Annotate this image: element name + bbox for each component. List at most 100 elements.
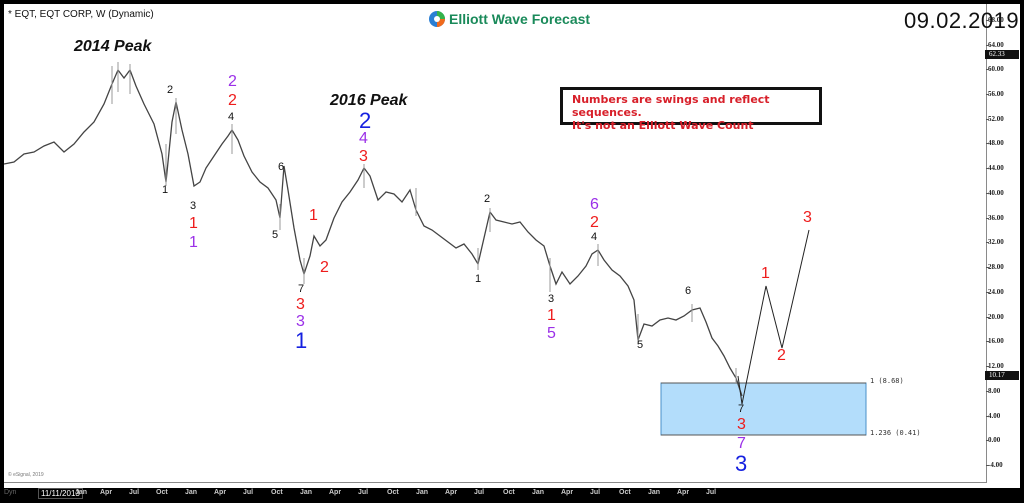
swing-label: 5 [272, 229, 279, 241]
peak-2014-label: 2014 Peak [74, 38, 152, 55]
time-axis[interactable]: Dyn 11/11/2013 Jan Apr Jul Oct Jan Apr J… [0, 486, 1024, 503]
swing-label: 6 [278, 161, 285, 173]
y-tick: 44.00 [986, 164, 1004, 172]
x-tick: Apr [214, 489, 227, 496]
x-tick: Apr [329, 489, 342, 496]
note-line-1: Numbers are swings and reflect sequences… [572, 93, 770, 119]
plot-area[interactable]: * EQT, EQT CORP, W (Dynamic) 2014 Peak 2… [4, 4, 1019, 483]
y-tick: 0.00 [985, 436, 1001, 444]
y-tick: 24.00 [986, 288, 1004, 296]
swing-label: 3 [359, 148, 368, 165]
swing-label: 7 [738, 403, 745, 415]
swing-label: 1 [295, 328, 308, 353]
y-tick: 56.00 [986, 90, 1004, 98]
swing-label: 2 [167, 84, 174, 96]
swing-label: 1 [309, 207, 318, 224]
x-tick: Apr [445, 489, 458, 496]
swing-label: 1 [547, 307, 556, 324]
chart-date: 09.02.2019 [904, 8, 1020, 33]
y-tick: 60.00 [986, 65, 1004, 73]
x-tick: Apr [100, 489, 113, 496]
x-tick: Oct [503, 489, 515, 496]
swing-label: 3 [735, 451, 748, 476]
y-tick: 52.00 [986, 115, 1004, 123]
note-line-2: It's not an Elliott Wave Count [572, 119, 754, 132]
swing-label: 4 [228, 111, 235, 123]
price-chart [4, 62, 867, 436]
y-tick: 4.00 [985, 412, 1001, 420]
fib-label-1236: 1.236 (0.41) [870, 429, 921, 437]
price-axis[interactable]: 68.00 64.00 62.33 60.00 56.00 52.00 48.0… [985, 4, 1020, 482]
projection-path [737, 229, 810, 405]
x-tick: Jan [532, 489, 545, 496]
y-tick: 68.00 [986, 16, 1004, 24]
y-tick: -4.00 [986, 461, 1003, 469]
x-tick: Jan [648, 489, 661, 496]
cursor-date: 11/11/2013 [38, 488, 83, 499]
swing-label: 1 [162, 184, 169, 196]
swing-label: 2 [228, 92, 237, 109]
swing-label: 1 [189, 215, 198, 232]
y-tick: 32.00 [986, 238, 1004, 246]
y-tick: 48.00 [986, 139, 1004, 147]
high-price-marker: 62.33 [985, 50, 1019, 59]
last-price-marker: 10.17 [985, 371, 1019, 380]
brand-logo: Elliott Wave Forecast [428, 10, 590, 28]
swing-label: 7 [298, 283, 305, 295]
y-tick: 8.00 [985, 387, 1001, 395]
projection-label: 2 [777, 347, 786, 364]
ohlc-bars [111, 62, 737, 384]
swing-label: 3 [548, 293, 555, 305]
projection-label: 1 [761, 265, 770, 282]
swing-label: 6 [590, 196, 599, 213]
x-tick: Jul [706, 489, 717, 496]
x-tick: Jul [474, 489, 485, 496]
x-tick: Jul [129, 489, 140, 496]
x-tick: Jul [590, 489, 601, 496]
copyright: © eSignal, 2019 [8, 472, 44, 478]
disclaimer-note: Numbers are swings and reflect sequences… [560, 87, 822, 132]
y-tick: 36.00 [986, 214, 1004, 222]
x-tick: Oct [387, 489, 399, 496]
swing-label: 2 [320, 259, 329, 276]
swing-label: 2 [484, 193, 491, 205]
swing-label: 7 [737, 435, 746, 452]
swing-label: 4 [359, 130, 368, 147]
y-tick: 20.00 [986, 313, 1004, 321]
swing-label: 3 [737, 416, 746, 433]
swing-label: 6 [685, 285, 692, 297]
x-tick: Jan [416, 489, 429, 496]
peak-2016-label: 2016 Peak [330, 92, 408, 109]
chart-frame: * EQT, EQT CORP, W (Dynamic) 2014 Peak 2… [4, 4, 1020, 488]
x-tick: Oct [156, 489, 168, 496]
x-tick: Oct [619, 489, 631, 496]
x-tick: Jan [75, 489, 88, 496]
projection-label: 3 [803, 209, 812, 226]
dynamic-toggle[interactable]: Dyn [4, 489, 17, 496]
swing-label: 3 [296, 296, 305, 313]
x-tick: Oct [271, 489, 283, 496]
y-tick: 16.00 [986, 337, 1004, 345]
swing-label: 5 [637, 339, 644, 351]
x-tick: Apr [561, 489, 574, 496]
swing-label: 1 [475, 273, 482, 285]
swing-label: 5 [547, 325, 556, 342]
y-tick: 12.00 [986, 362, 1004, 370]
price-series [4, 68, 743, 397]
y-tick: 40.00 [986, 189, 1004, 197]
x-tick: Jul [243, 489, 254, 496]
y-tick: 64.00 [986, 41, 1004, 49]
swing-label: 4 [591, 231, 598, 243]
x-tick: Apr [677, 489, 690, 496]
brand-name: Elliott Wave Forecast [449, 11, 591, 27]
x-tick: Jan [300, 489, 313, 496]
swing-label: 1 [189, 234, 198, 251]
symbol-title: * EQT, EQT CORP, W (Dynamic) [8, 9, 154, 20]
y-tick: 28.00 [986, 263, 1004, 271]
swing-label: 2 [590, 214, 599, 231]
x-tick: Jul [358, 489, 369, 496]
fib-label-1: 1 (8.68) [870, 377, 904, 385]
brand-logo-icon [429, 11, 445, 27]
swing-label: 3 [190, 200, 197, 212]
swing-label: 2 [228, 73, 237, 90]
